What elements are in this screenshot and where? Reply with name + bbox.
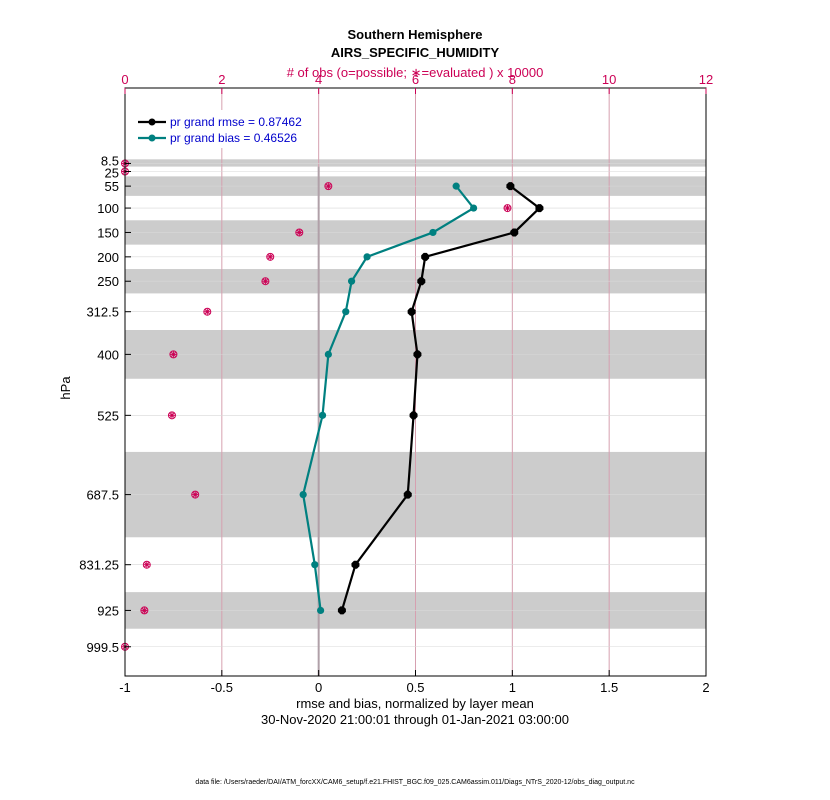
obs-possible-marker xyxy=(191,490,200,499)
top-tick-label: 0 xyxy=(121,72,128,87)
top-tick-label: 4 xyxy=(315,72,322,87)
y-tick-label: 525 xyxy=(97,408,119,423)
chart-title: Southern Hemisphere xyxy=(347,27,482,42)
bias-point xyxy=(324,350,332,358)
obs-possible-marker xyxy=(324,182,333,191)
rmse-point xyxy=(413,350,422,359)
y-tick-label: 831.25 xyxy=(79,558,119,573)
obs-possible-marker xyxy=(295,228,304,237)
x-tick-label: 0.5 xyxy=(406,680,424,695)
obs-evaluated-marker xyxy=(262,278,269,285)
y-tick-label: 200 xyxy=(97,250,119,265)
bias-point xyxy=(311,561,319,569)
y-tick-label: 925 xyxy=(97,603,119,618)
bias-point xyxy=(318,411,327,419)
footer-data-file: data file: /Users/raeder/DAI/ATM_forcXX/… xyxy=(195,779,635,786)
top-tick-label: 8 xyxy=(509,72,516,87)
obs-evaluated-marker xyxy=(504,205,511,212)
bias-point xyxy=(429,228,437,237)
legend: pr grand rmse = 0.87462 pr grand bias = 0… xyxy=(133,110,313,148)
obs-possible-marker xyxy=(142,560,151,569)
x-tick-label: -0.5 xyxy=(211,680,233,695)
y-tick-label: 100 xyxy=(97,201,119,216)
legend-marker xyxy=(148,118,156,126)
legend-marker xyxy=(148,134,156,142)
y-tick-label: 55 xyxy=(105,179,119,194)
top-axis-label: # of obs (o=possible; ∗=evaluated ) x 10… xyxy=(287,65,544,80)
obs-possible-marker xyxy=(266,252,275,261)
rmse-point xyxy=(409,411,418,420)
top-tick-label: 2 xyxy=(218,72,225,87)
rmse-point xyxy=(510,228,519,237)
chart-subtitle: AIRS_SPECIFIC_HUMIDITY xyxy=(331,45,500,60)
rmse-point xyxy=(337,606,346,615)
rmse-point xyxy=(535,204,544,213)
series-line-1 xyxy=(340,185,542,611)
rmse-point xyxy=(417,277,426,286)
obs-possible-marker xyxy=(203,307,212,316)
x-tick-label: 0 xyxy=(315,680,322,695)
y-tick-label: 999.5 xyxy=(86,640,119,655)
y-tick-label: 312.5 xyxy=(86,305,119,320)
obs-possible-marker xyxy=(261,277,270,286)
date-range-label: 30-Nov-2020 21:00:01 through 01-Jan-2021… xyxy=(261,712,569,727)
x-tick-label: 2 xyxy=(702,680,709,695)
rmse-point xyxy=(351,560,360,569)
top-tick-label: 12 xyxy=(699,72,713,87)
obs-evaluated-marker xyxy=(296,229,303,236)
y-tick-label: 25 xyxy=(105,165,119,180)
x-axis-label: rmse and bias, normalized by layer mean xyxy=(296,696,534,711)
legend-box xyxy=(133,110,313,148)
bias-point xyxy=(347,277,356,285)
bias-point xyxy=(452,182,460,190)
x-tick-label: -1 xyxy=(119,680,131,695)
bias-point xyxy=(363,253,371,261)
obs-possible-marker xyxy=(167,411,176,420)
obs-evaluated-marker xyxy=(141,607,148,614)
obs-evaluated-marker xyxy=(170,351,177,358)
y-tick-label: 250 xyxy=(97,274,119,289)
obs-evaluated-marker xyxy=(143,561,150,568)
top-tick-label: 10 xyxy=(602,72,616,87)
bias-point xyxy=(317,606,325,615)
y-tick-label: 400 xyxy=(97,347,119,362)
obs-evaluated-marker xyxy=(325,183,332,190)
rmse-point xyxy=(407,307,416,316)
obs-possible-marker xyxy=(140,606,149,615)
top-tick-label: 6 xyxy=(412,72,419,87)
obs-evaluated-marker xyxy=(267,253,274,260)
bias-point xyxy=(470,204,478,212)
rmse-point xyxy=(403,490,412,499)
y-tick-label: 687.5 xyxy=(86,488,119,503)
obs-evaluated-marker xyxy=(168,412,175,419)
bias-point xyxy=(342,308,350,316)
x-tick-label: 1.5 xyxy=(600,680,618,695)
obs-evaluated-marker xyxy=(204,308,211,315)
rmse-point xyxy=(506,182,515,191)
legend-label: pr grand rmse = 0.87462 xyxy=(170,115,302,129)
obs-evaluated-marker xyxy=(192,491,199,498)
series-lines xyxy=(299,182,544,615)
bias-point xyxy=(299,490,307,499)
x-tick-label: 1 xyxy=(509,680,516,695)
obs-possible-marker xyxy=(169,350,178,359)
y-tick-label: 150 xyxy=(97,225,119,240)
legend-label: pr grand bias = 0.46526 xyxy=(170,131,297,145)
y-tick-label: 8.5 xyxy=(101,153,119,168)
y-axis-label: hPa xyxy=(58,376,73,400)
rmse-point xyxy=(421,252,430,261)
obs-possible-marker xyxy=(503,204,512,213)
